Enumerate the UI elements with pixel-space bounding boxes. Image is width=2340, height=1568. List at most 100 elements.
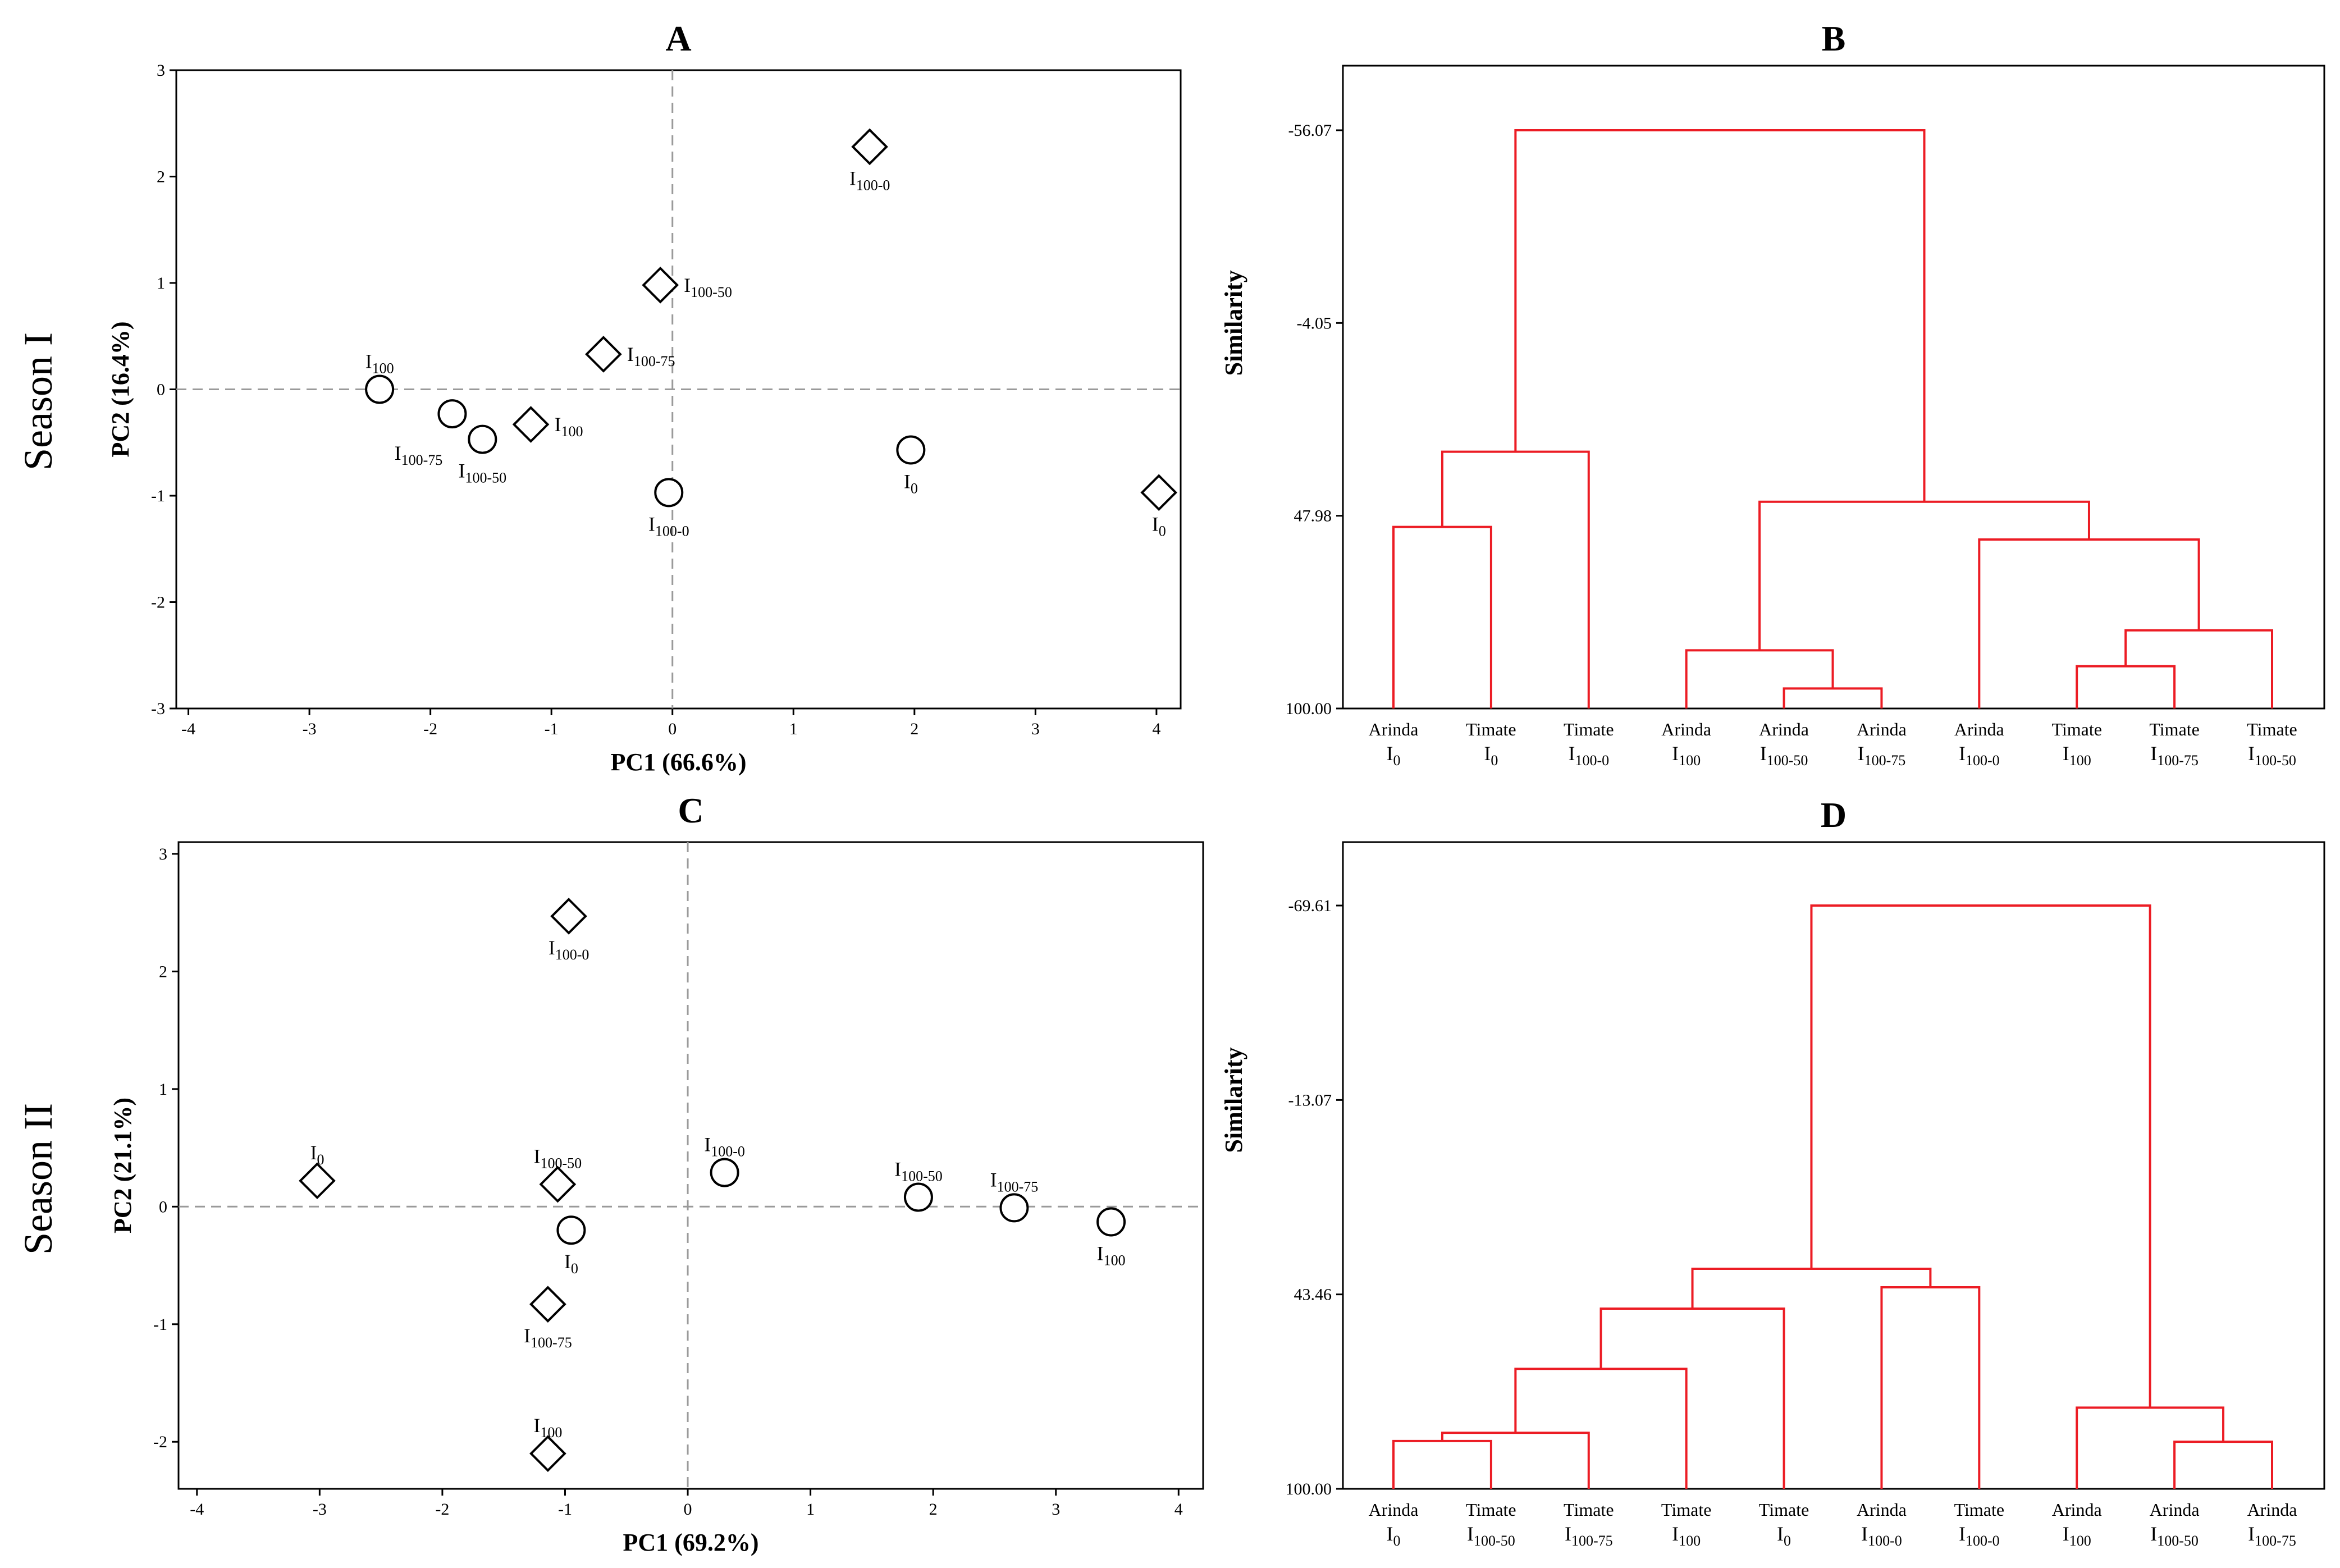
dendrogram-link bbox=[2173, 1441, 2273, 1489]
dendrogram-link bbox=[1599, 1308, 1785, 1489]
y-tick-label: 1 bbox=[159, 1080, 167, 1099]
dendrogram-link bbox=[1783, 687, 1883, 708]
point-label: I100-75 bbox=[524, 1324, 572, 1351]
leaf-label-group: Arinda bbox=[1759, 719, 1809, 739]
point-label-subscript: 100 bbox=[1679, 1533, 1701, 1549]
point-label-letter: I bbox=[395, 442, 401, 464]
dendrogram-link bbox=[1691, 1267, 1932, 1309]
leaf-label-treatment: I100 bbox=[1672, 742, 1701, 769]
point-label: I0 bbox=[904, 470, 918, 497]
season-label-1: Season I bbox=[16, 332, 61, 470]
point-label-letter: I bbox=[2063, 1523, 2069, 1545]
point-label-subscript: 0 bbox=[571, 1260, 578, 1277]
circle-marker bbox=[1096, 1207, 1126, 1237]
point-label-subscript: 100-50 bbox=[691, 284, 732, 300]
y-tick-label: 0 bbox=[159, 1197, 167, 1216]
point-label-subscript: 100 bbox=[561, 423, 583, 440]
point-label: I0 bbox=[310, 1141, 324, 1168]
leaf-label-treatment: I100 bbox=[1672, 1523, 1701, 1549]
point-label-subscript: 100-0 bbox=[555, 947, 589, 963]
point-label-letter: I bbox=[704, 1133, 711, 1156]
leaf-label-group: Arinda bbox=[1369, 1500, 1419, 1520]
leaf-label-group: Timate bbox=[1759, 1500, 1809, 1520]
y-tick-label: 100.00 bbox=[1286, 700, 1332, 718]
leaf-label-group: Timate bbox=[1564, 1500, 1614, 1520]
x-tick-label: 2 bbox=[929, 1500, 938, 1519]
leaf-label-treatment: I0 bbox=[1387, 742, 1401, 769]
point-label-subscript: 100-75 bbox=[2255, 1533, 2296, 1549]
point-label-subscript: 100-50 bbox=[901, 1168, 943, 1185]
point-label-subscript: 100-75 bbox=[997, 1178, 1039, 1195]
y-tick-label: -56.07 bbox=[1288, 121, 1332, 140]
x-axis-title: PC1 (66.6%) bbox=[611, 748, 747, 776]
point-label-letter: I bbox=[1097, 1242, 1104, 1265]
y-tick-label: 3 bbox=[159, 845, 167, 863]
point-label-subscript: 100-75 bbox=[634, 353, 675, 369]
leaf-label-treatment: I100-50 bbox=[1760, 742, 1808, 769]
x-tick-label: 3 bbox=[1052, 1500, 1060, 1519]
point-label-letter: I bbox=[990, 1168, 997, 1191]
x-tick-label: -4 bbox=[181, 720, 195, 738]
point-label-subscript: 100-75 bbox=[531, 1334, 572, 1351]
point-label: I100-0 bbox=[648, 513, 689, 539]
point-label-letter: I bbox=[458, 460, 465, 482]
point-label-letter: I bbox=[564, 1250, 571, 1273]
y-tick-label: -1 bbox=[153, 1315, 167, 1334]
dendrogram-link bbox=[1685, 649, 1834, 708]
x-tick-label: 2 bbox=[910, 720, 918, 738]
point-label-subscript: 100-0 bbox=[1966, 1533, 2000, 1549]
point-label-letter: I bbox=[310, 1141, 317, 1164]
point-label: I100-0 bbox=[704, 1133, 745, 1160]
point-label-letter: I bbox=[1568, 742, 1575, 765]
point-label: I100-50 bbox=[534, 1145, 582, 1172]
circle-marker bbox=[437, 399, 467, 429]
circle-marker bbox=[468, 424, 497, 454]
x-tick-label: -1 bbox=[545, 720, 559, 738]
point-label-letter: I bbox=[1387, 742, 1393, 765]
point-label-letter: I bbox=[1672, 1523, 1679, 1545]
point-label-subscript: 0 bbox=[1159, 523, 1166, 539]
circle-marker bbox=[556, 1215, 586, 1245]
circle-marker bbox=[654, 478, 684, 508]
point-label-letter: I bbox=[849, 167, 856, 189]
point-label-letter: I bbox=[524, 1324, 531, 1347]
y-tick-label: 1 bbox=[157, 274, 165, 292]
point-label-letter: I bbox=[1959, 742, 1966, 765]
leaf-label-treatment: I100-75 bbox=[1565, 1523, 1613, 1549]
dendrogram-link bbox=[1392, 1439, 1492, 1489]
dendrogram-link bbox=[1880, 1286, 1981, 1489]
point-label-subscript: 100 bbox=[1104, 1252, 1126, 1269]
point-label-letter: I bbox=[534, 1145, 541, 1168]
point-label: I0 bbox=[564, 1250, 578, 1277]
point-label-subscript: 100-50 bbox=[541, 1155, 582, 1172]
diamond-marker bbox=[851, 128, 888, 166]
point-label-subscript: 100 bbox=[540, 1424, 562, 1441]
point-label-letter: I bbox=[549, 936, 555, 959]
point-label-subscript: 100-0 bbox=[655, 523, 689, 539]
x-axis-title: PC1 (69.2%) bbox=[623, 1529, 759, 1556]
leaf-label-group: Arinda bbox=[2150, 1500, 2200, 1520]
leaf-label-group: Arinda bbox=[1661, 719, 1711, 739]
point-label-subscript: 100-0 bbox=[1868, 1533, 1902, 1549]
point-label-subscript: 100-0 bbox=[1575, 752, 1609, 769]
point-label-subscript: 100-0 bbox=[1966, 752, 2000, 769]
point-label-subscript: 100-75 bbox=[1864, 752, 1906, 769]
plot-frame bbox=[1342, 841, 2325, 1490]
point-label: I100-50 bbox=[894, 1158, 943, 1185]
point-label-subscript: 100 bbox=[1679, 752, 1701, 769]
x-tick-label: -1 bbox=[558, 1500, 572, 1519]
leaf-label-treatment: I0 bbox=[1484, 742, 1498, 769]
point-label-letter: I bbox=[1777, 1523, 1784, 1545]
leaf-label-treatment: I100-0 bbox=[1568, 742, 1609, 769]
point-label-letter: I bbox=[2063, 742, 2069, 765]
diamond-marker bbox=[539, 1165, 577, 1203]
y-tick-label: -4.05 bbox=[1297, 314, 1332, 332]
point-label-letter: I bbox=[648, 513, 655, 535]
leaf-label-group: Timate bbox=[1466, 719, 1516, 739]
dendrogram-link bbox=[2076, 1406, 2225, 1489]
point-label-letter: I bbox=[894, 1158, 901, 1181]
leaf-label-treatment: I100 bbox=[2063, 1523, 2091, 1549]
plot-frame bbox=[1342, 65, 2325, 710]
dendrogram-link bbox=[1441, 450, 1590, 708]
